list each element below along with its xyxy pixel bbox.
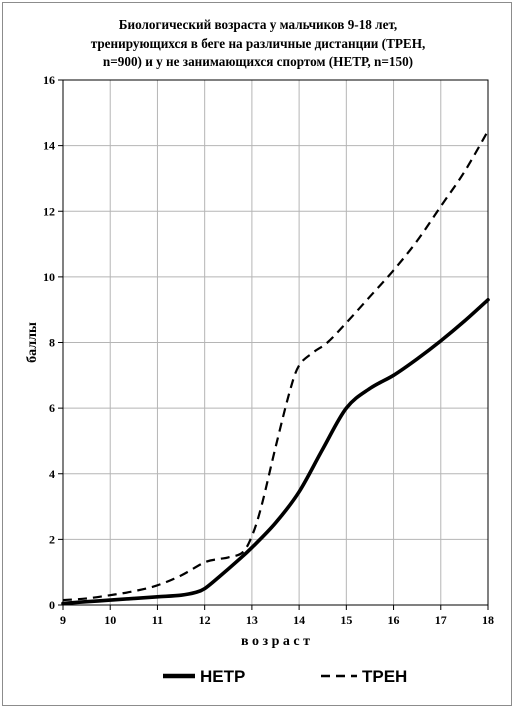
chart-title-line-3: n=900) и у не занимающихся спортом (НЕТР… [102, 54, 414, 69]
series-lines [61, 130, 490, 606]
x-tick-label: 9 [60, 613, 66, 627]
legend-label-2: ТРЕН [362, 667, 407, 686]
chart-title-line-1: Биологический возраста у мальчиков 9-18 … [118, 17, 398, 32]
x-tick-label: 10 [104, 613, 116, 627]
y-tick-label: 6 [49, 401, 55, 415]
y-tick-label: 12 [43, 204, 55, 218]
x-tick-label: 18 [482, 613, 494, 627]
chart-title: Биологический возраста у мальчиков 9-18 … [20, 16, 496, 72]
grid-lines [62, 79, 489, 606]
x-tick-label: 14 [293, 613, 305, 627]
y-tick-label: 4 [49, 467, 55, 481]
legend: НЕТР ТРЕН [163, 667, 407, 686]
y-tick-label: 0 [49, 598, 55, 612]
x-axis-label: в о з р а с т [241, 634, 310, 649]
y-tick-label: 8 [49, 336, 55, 350]
x-tick-label: 15 [340, 613, 352, 627]
y-axis-ticks: 0 2 4 6 8 10 12 14 16 [43, 73, 63, 612]
y-axis-label: баллы [25, 322, 40, 363]
y-tick-label: 10 [43, 270, 55, 284]
y-tick-label: 2 [49, 532, 55, 546]
x-tick-label: 11 [152, 613, 163, 627]
x-axis-ticks: 9 10 11 12 13 14 15 16 17 18 [60, 605, 494, 627]
y-tick-label: 16 [43, 73, 55, 87]
x-tick-label: 13 [246, 613, 258, 627]
chart-title-line-2: тренирующихся в беге на различные дистан… [90, 35, 426, 51]
series-line-netr [61, 298, 490, 606]
y-tick-label: 14 [43, 139, 55, 153]
x-tick-label: 17 [435, 613, 447, 627]
legend-label-1: НЕТР [200, 667, 245, 686]
x-tick-label: 16 [388, 613, 400, 627]
series-line-tren [62, 130, 489, 602]
x-tick-label: 12 [199, 613, 211, 627]
